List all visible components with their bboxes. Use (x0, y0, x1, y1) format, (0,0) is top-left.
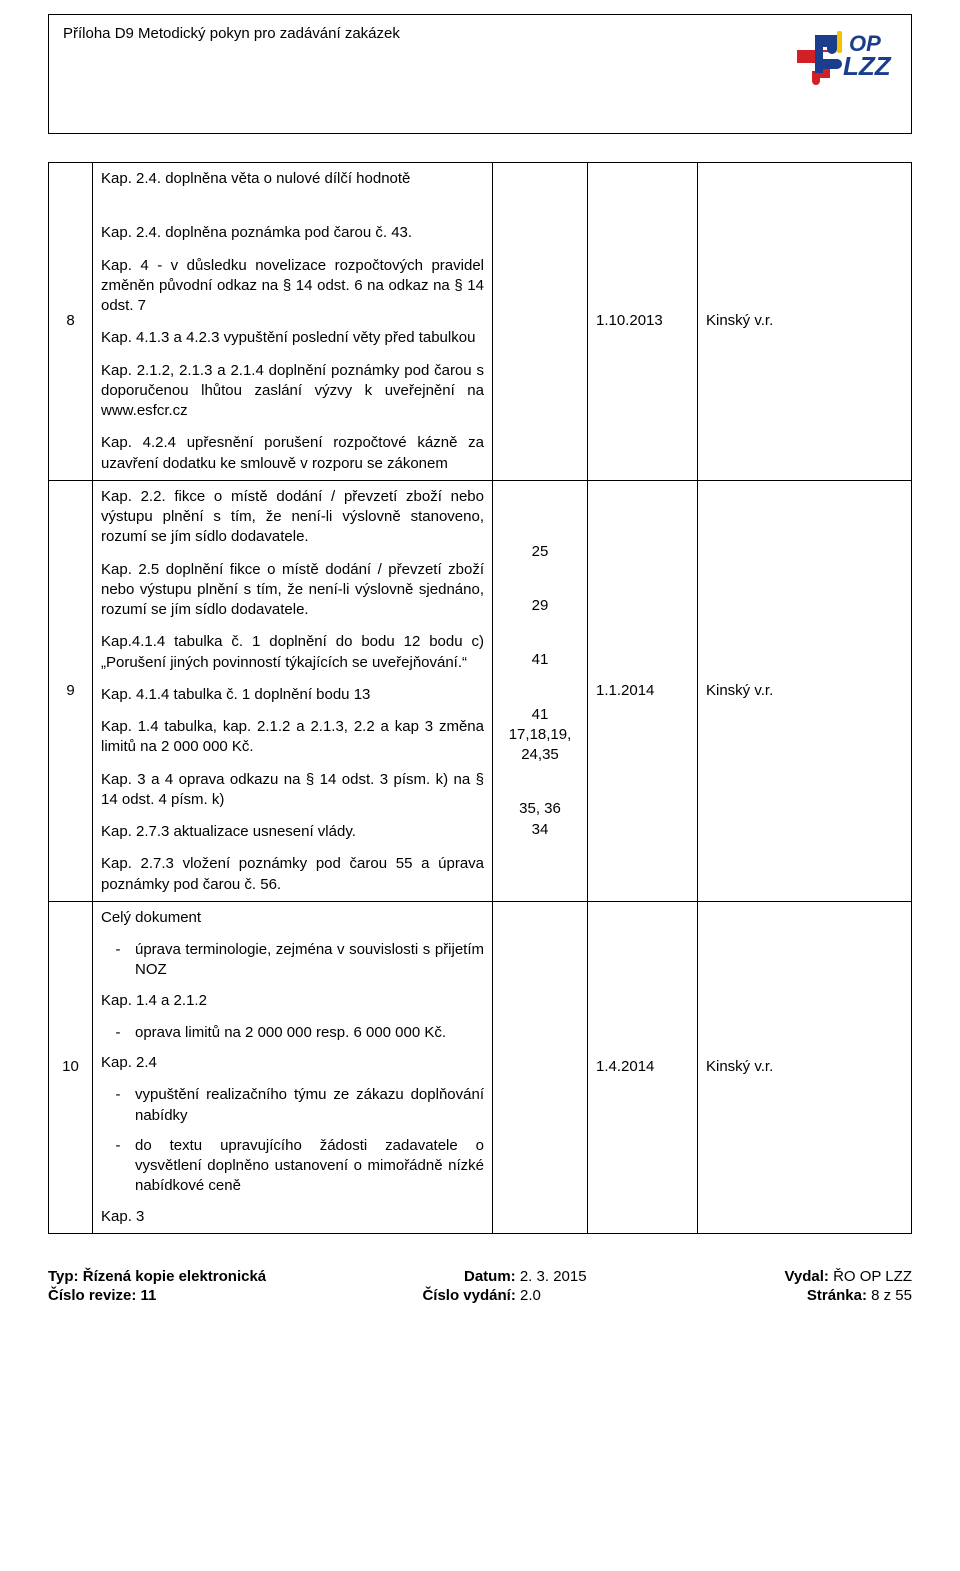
document-title: Příloha D9 Metodický pokyn pro zadávání … (63, 25, 400, 42)
row-description: Kap. 2.4. doplněna věta o nulové dílčí h… (93, 163, 493, 481)
desc-paragraph: Celý dokument (101, 908, 484, 928)
row-date: 1.10.2013 (588, 163, 698, 481)
desc-paragraph: Kap. 4.1.4 tabulka č. 1 doplnění bodu 13 (101, 685, 484, 705)
footer-issuer: Vydal: ŘO OP LZZ (784, 1268, 912, 1285)
row-date: 1.1.2014 (588, 480, 698, 901)
pages-value: 25 (501, 542, 579, 562)
document-header-box: Příloha D9 Metodický pokyn pro zadávání … (48, 14, 912, 134)
desc-paragraph: Kap. 2.5 doplnění fikce o místě dodání /… (101, 560, 484, 621)
row-description: Kap. 2.2. fikce o místě dodání / převzet… (93, 480, 493, 901)
desc-bullet: -oprava limitů na 2 000 000 resp. 6 000 … (101, 1023, 484, 1043)
desc-paragraph: Kap. 3 (101, 1207, 484, 1227)
desc-paragraph: Kap. 2.7.3 vložení poznámky pod čarou 55… (101, 854, 484, 895)
pages-value: 41 (501, 650, 579, 670)
row-author: Kinský v.r. (698, 901, 912, 1233)
row-number: 10 (49, 901, 93, 1233)
desc-paragraph: Kap. 2.1.2, 2.1.3 a 2.1.4 doplnění pozná… (101, 361, 484, 422)
desc-paragraph: Kap. 2.4. doplněna poznámka pod čarou č.… (101, 223, 484, 243)
desc-paragraph: Kap. 3 a 4 oprava odkazu na § 14 odst. 3… (101, 770, 484, 811)
footer-date: Datum: 2. 3. 2015 (464, 1268, 587, 1285)
revisions-table: 8 Kap. 2.4. doplněna věta o nulové dílčí … (48, 162, 912, 1234)
op-lzz-logo: OP LZZ (787, 25, 897, 99)
row-author: Kinský v.r. (698, 163, 912, 481)
desc-bullet: -vypuštění realizačního týmu ze zákazu d… (101, 1085, 484, 1126)
row-author: Kinský v.r. (698, 480, 912, 901)
desc-paragraph: Kap. 2.7.3 aktualizace usnesení vlády. (101, 822, 484, 842)
desc-paragraph: Kap. 2.4 (101, 1053, 484, 1073)
logo-text-lzz: LZZ (843, 51, 892, 81)
desc-paragraph: Kap.4.1.4 tabulka č. 1 doplnění do bodu … (101, 632, 484, 673)
desc-paragraph: Kap. 4 - v důsledku novelizace rozpočtov… (101, 256, 484, 317)
pages-value: 29 (501, 596, 579, 616)
desc-paragraph: Kap. 2.4. doplněna věta o nulové dílčí h… (101, 169, 484, 189)
footer-page: Stránka: 8 z 55 (807, 1287, 912, 1304)
row-pages (493, 901, 588, 1233)
pages-value: 41 17,18,19, 24,35 (501, 705, 579, 766)
footer-revision: Číslo revize: 11 (48, 1287, 156, 1304)
desc-paragraph: Kap. 2.2. fikce o místě dodání / převzet… (101, 487, 484, 548)
row-number: 8 (49, 163, 93, 481)
desc-bullet: -úprava terminologie, zejména v souvislo… (101, 940, 484, 981)
document-footer: Typ: Řízená kopie elektronická Datum: 2.… (48, 1268, 912, 1304)
pages-value: 35, 36 34 (501, 799, 579, 840)
footer-edition: Číslo vydání: 2.0 (422, 1287, 540, 1304)
footer-type: Typ: Řízená kopie elektronická (48, 1268, 266, 1285)
row-pages: 25 29 41 41 17,18,19, 24,35 35, 36 34 (493, 480, 588, 901)
row-date: 1.4.2014 (588, 901, 698, 1233)
desc-paragraph: Kap. 1.4 a 2.1.2 (101, 991, 484, 1011)
desc-bullet: -do textu upravujícího žádosti zadavatel… (101, 1136, 484, 1197)
row-pages (493, 163, 588, 481)
row-number: 9 (49, 480, 93, 901)
desc-paragraph: Kap. 4.2.4 upřesnění porušení rozpočtové… (101, 433, 484, 474)
desc-paragraph: Kap. 4.1.3 a 4.2.3 vypuštění poslední vě… (101, 328, 484, 348)
row-description: Celý dokument -úprava terminologie, zejmé… (93, 901, 493, 1233)
desc-paragraph: Kap. 1.4 tabulka, kap. 2.1.2 a 2.1.3, 2.… (101, 717, 484, 758)
